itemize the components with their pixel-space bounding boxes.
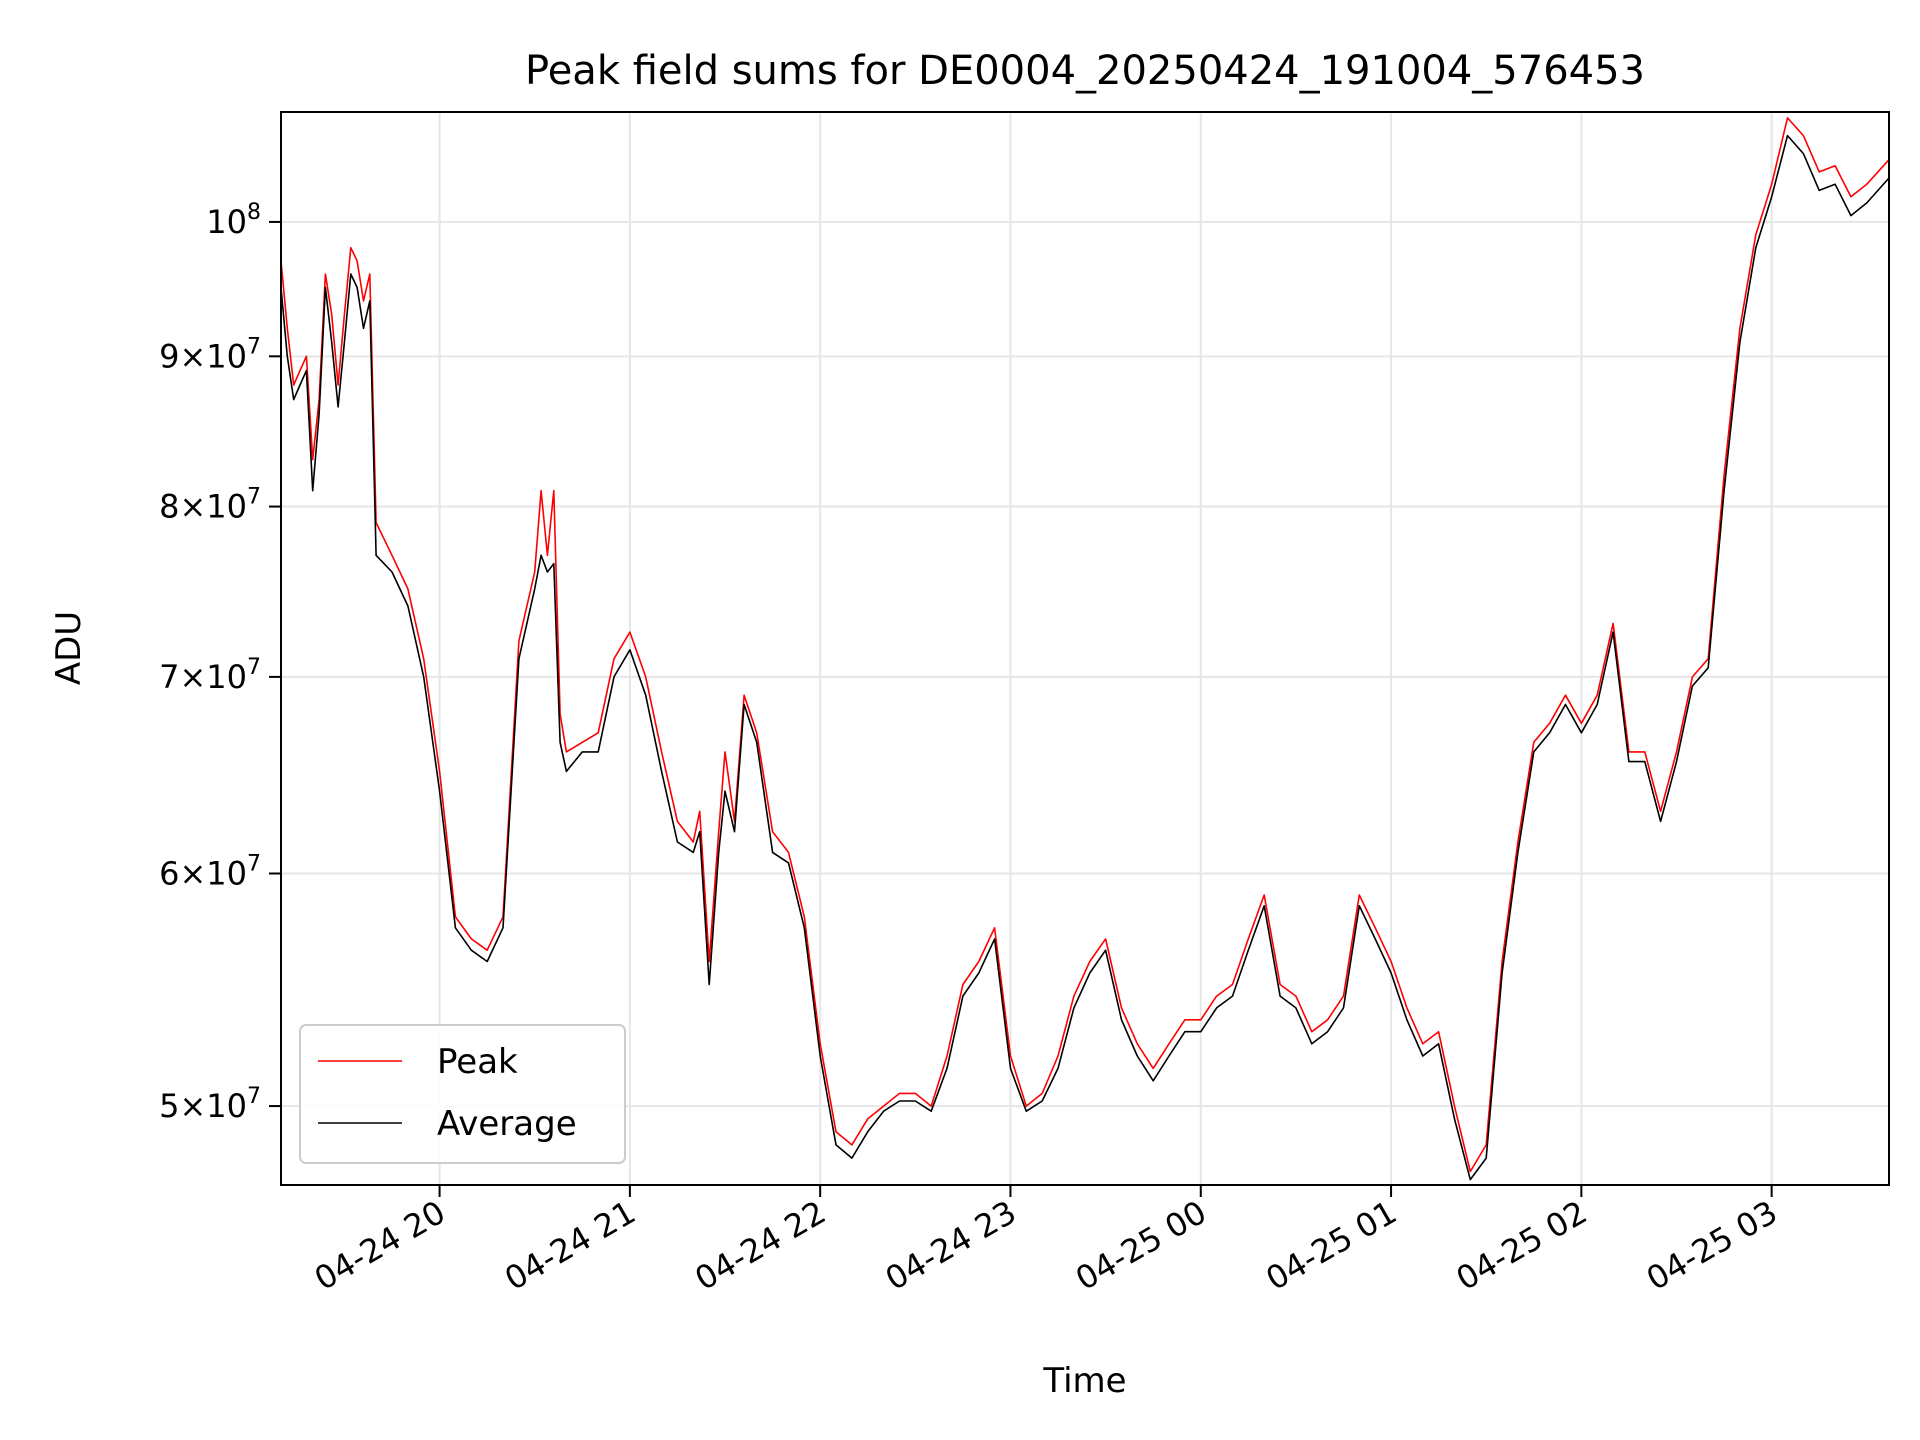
legend: Peak Average: [299, 1024, 626, 1164]
y-axis-label: ADU: [49, 611, 89, 685]
chart-title: Peak field sums for DE0004_20250424_1910…: [525, 48, 1645, 94]
y-tick-label: 9×107: [159, 334, 261, 375]
legend-label-average: Average: [437, 1104, 577, 1144]
y-tick-label: 108: [206, 200, 261, 241]
legend-label-peak: Peak: [437, 1042, 518, 1082]
y-axis-ticks: 5×107 6×107 7×107 8×107 9×107 108: [159, 200, 281, 1125]
series-line-average: [280, 134, 1890, 1181]
x-axis-label: Time: [1042, 1361, 1126, 1401]
plot-frame: [280, 111, 1890, 1186]
y-tick-label: 7×107: [159, 655, 261, 696]
y-tick-label: 8×107: [159, 485, 261, 526]
series-line-peak: [280, 117, 1890, 1173]
y-tick-label: 5×107: [159, 1084, 261, 1125]
series-layer: [280, 117, 1890, 1181]
legend-box: [299, 1024, 626, 1164]
y-tick-label: 6×107: [159, 852, 261, 893]
